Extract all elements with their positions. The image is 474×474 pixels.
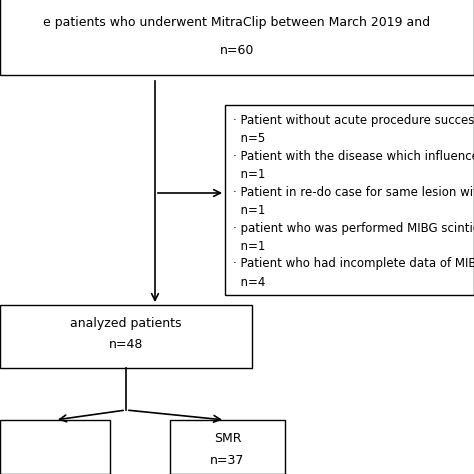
Text: · patient who was performed MIBG scintigraphy: · patient who was performed MIBG scintig…: [233, 221, 474, 235]
Bar: [0, 420, 110, 474]
Bar: [0, 0, 474, 75]
Bar: [0, 305, 252, 368]
Text: n=60: n=60: [220, 44, 254, 56]
Bar: [225, 105, 474, 295]
Text: n=5: n=5: [233, 131, 265, 145]
Text: n=37: n=37: [210, 454, 245, 466]
Text: SMR: SMR: [214, 431, 241, 445]
Text: · Patient who had incomplete data of MIBG sci: · Patient who had incomplete data of MIB…: [233, 257, 474, 271]
Text: n=1: n=1: [233, 239, 265, 253]
Text: n=48: n=48: [109, 338, 143, 352]
Text: · Patient without acute procedure success: · Patient without acute procedure succes…: [233, 113, 474, 127]
Text: n=4: n=4: [233, 275, 265, 289]
Text: · Patient with the disease which influences on: · Patient with the disease which influen…: [233, 149, 474, 163]
Bar: [170, 420, 285, 474]
Text: n=1: n=1: [233, 203, 265, 217]
Text: · Patient in re-do case for same lesion with prio: · Patient in re-do case for same lesion …: [233, 185, 474, 199]
Text: analyzed patients: analyzed patients: [70, 317, 182, 329]
Text: e patients who underwent MitraClip between March 2019 and: e patients who underwent MitraClip betwe…: [44, 16, 430, 28]
Text: n=1: n=1: [233, 167, 265, 181]
